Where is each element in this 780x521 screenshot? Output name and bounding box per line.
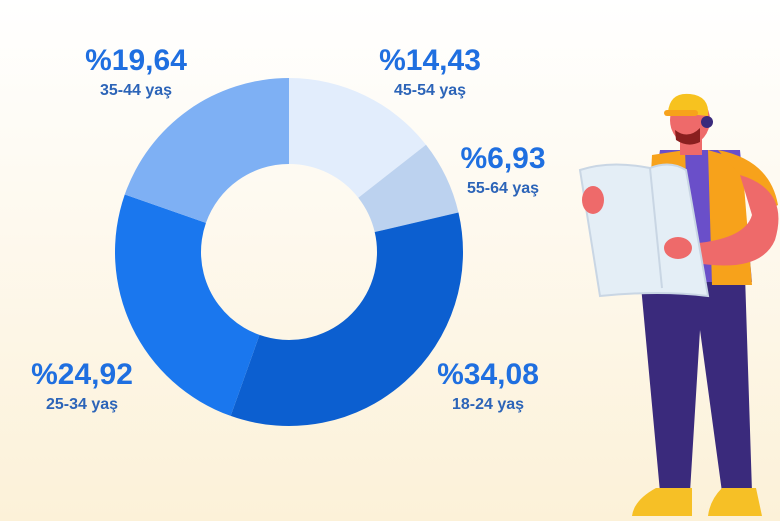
value-label: %14,43 xyxy=(379,44,481,77)
donut-segment xyxy=(358,144,459,233)
category-label: 45-54 yaş xyxy=(394,82,466,99)
value-label: %34,08 xyxy=(437,358,539,391)
category-label: 25-34 yaş xyxy=(46,396,118,413)
donut xyxy=(114,78,463,426)
donut-segment xyxy=(114,194,260,416)
donut-segment xyxy=(289,78,427,198)
worker-illustration xyxy=(578,93,779,516)
donut-segment xyxy=(124,78,289,223)
value-label: %19,64 xyxy=(85,44,187,77)
donut-segment xyxy=(230,212,463,426)
value-label: %6,93 xyxy=(460,142,545,175)
value-label: %24,92 xyxy=(31,358,133,391)
category-label: 18-24 yaş xyxy=(452,396,524,413)
category-label: 55-64 yaş xyxy=(467,180,539,197)
category-label: 35-44 yaş xyxy=(100,82,172,99)
